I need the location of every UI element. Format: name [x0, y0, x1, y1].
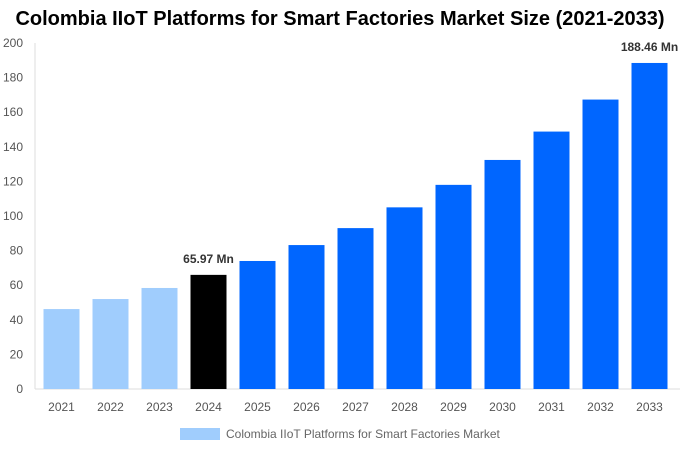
legend-label: Colombia IIoT Platforms for Smart Factor… — [226, 427, 501, 441]
x-tick-label: 2031 — [538, 400, 565, 414]
y-tick-label: 200 — [3, 36, 23, 50]
bar-2024 — [190, 274, 227, 389]
bar-2029 — [435, 184, 472, 389]
y-tick-label: 0 — [16, 382, 23, 396]
x-tick-label: 2033 — [636, 400, 663, 414]
bar-2026 — [288, 245, 325, 389]
x-tick-label: 2023 — [146, 400, 173, 414]
y-tick-label: 80 — [10, 244, 24, 258]
bar-2031 — [533, 131, 570, 390]
x-tick-label: 2028 — [391, 400, 418, 414]
y-tick-label: 120 — [3, 174, 23, 188]
data-label: 188.46 Mn — [621, 40, 678, 54]
bar-2025 — [239, 260, 276, 389]
bar-2027 — [337, 228, 374, 389]
bar-2030 — [484, 159, 521, 389]
y-tick-label: 100 — [3, 209, 23, 223]
x-tick-label: 2021 — [48, 400, 75, 414]
y-tick-label: 140 — [3, 140, 23, 154]
bar-2023 — [141, 287, 178, 389]
x-tick-label: 2029 — [440, 400, 467, 414]
x-tick-label: 2030 — [489, 400, 516, 414]
bar-2033 — [631, 62, 668, 389]
bar-2021 — [43, 309, 80, 389]
x-tick-label: 2024 — [195, 400, 222, 414]
y-tick-label: 160 — [3, 105, 23, 119]
data-label: 65.97 Mn — [183, 252, 234, 266]
y-tick-label: 180 — [3, 71, 23, 85]
y-tick-label: 20 — [10, 347, 24, 361]
legend-swatch — [180, 428, 220, 440]
x-tick-label: 2025 — [244, 400, 271, 414]
x-tick-label: 2026 — [293, 400, 320, 414]
x-tick-label: 2032 — [587, 400, 614, 414]
x-tick-label: 2027 — [342, 400, 369, 414]
bar-2028 — [386, 207, 423, 389]
x-tick-label: 2022 — [97, 400, 124, 414]
bar-2032 — [582, 99, 619, 390]
bar-2022 — [92, 299, 129, 389]
y-tick-label: 60 — [10, 278, 24, 292]
chart-title: Colombia IIoT Platforms for Smart Factor… — [15, 8, 665, 30]
y-tick-label: 40 — [10, 313, 24, 327]
